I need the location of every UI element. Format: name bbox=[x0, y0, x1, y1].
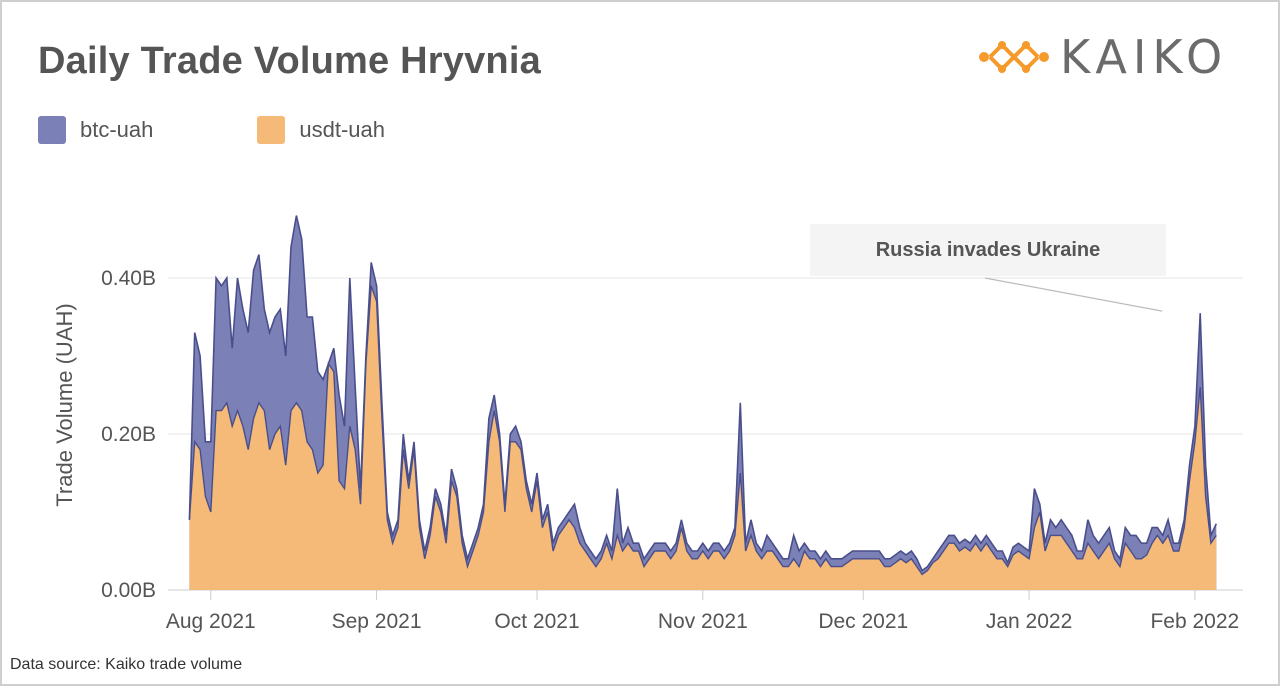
x-tick-label: Jan 2022 bbox=[986, 610, 1072, 633]
legend-swatch-usdt-uah bbox=[257, 116, 286, 144]
kaiko-logo: KAIKO bbox=[976, 30, 1228, 84]
y-tick-label: 0.40B bbox=[101, 267, 156, 290]
legend-swatch-btc-uah bbox=[38, 116, 66, 144]
kaiko-logo-text: KAIKO bbox=[1060, 30, 1229, 84]
x-tick-label: Oct 2021 bbox=[494, 610, 579, 633]
x-tick-label: Feb 2022 bbox=[1150, 610, 1239, 633]
usdt-uah-line bbox=[188, 285, 1217, 576]
kaiko-logo-icon bbox=[979, 41, 1049, 73]
y-axis-label: Trade Volume (UAH) bbox=[52, 303, 77, 506]
chart-title: Daily Trade Volume Hryvnia bbox=[38, 40, 541, 82]
x-tick-label: Nov 2021 bbox=[658, 610, 748, 633]
x-tick-label: Aug 2021 bbox=[166, 610, 256, 633]
btc-uah-line bbox=[188, 215, 1218, 572]
legend-label-btc-uah: btc-uah bbox=[80, 117, 154, 142]
y-tick-label: 0.20B bbox=[101, 423, 156, 446]
y-tick-label: 0.00B bbox=[101, 579, 156, 602]
usdt-uah-area bbox=[189, 285, 1217, 590]
legend-item-btc-uah[interactable]: btc-uah bbox=[38, 116, 153, 144]
x-tick-label: Dec 2021 bbox=[818, 610, 908, 633]
data-source-note: Data source: Kaiko trade volume bbox=[10, 656, 243, 673]
chart-legend: btc-uah usdt-uah bbox=[38, 116, 489, 144]
annotation-connector bbox=[984, 277, 1163, 312]
legend-label-usdt-uah: usdt-uah bbox=[299, 117, 386, 142]
annotation-russia-invades-ukraine: Russia invades Ukraine bbox=[810, 224, 1166, 276]
legend-item-usdt-uah[interactable]: usdt-uah bbox=[257, 116, 385, 144]
x-tick-label: Sep 2021 bbox=[332, 610, 422, 633]
